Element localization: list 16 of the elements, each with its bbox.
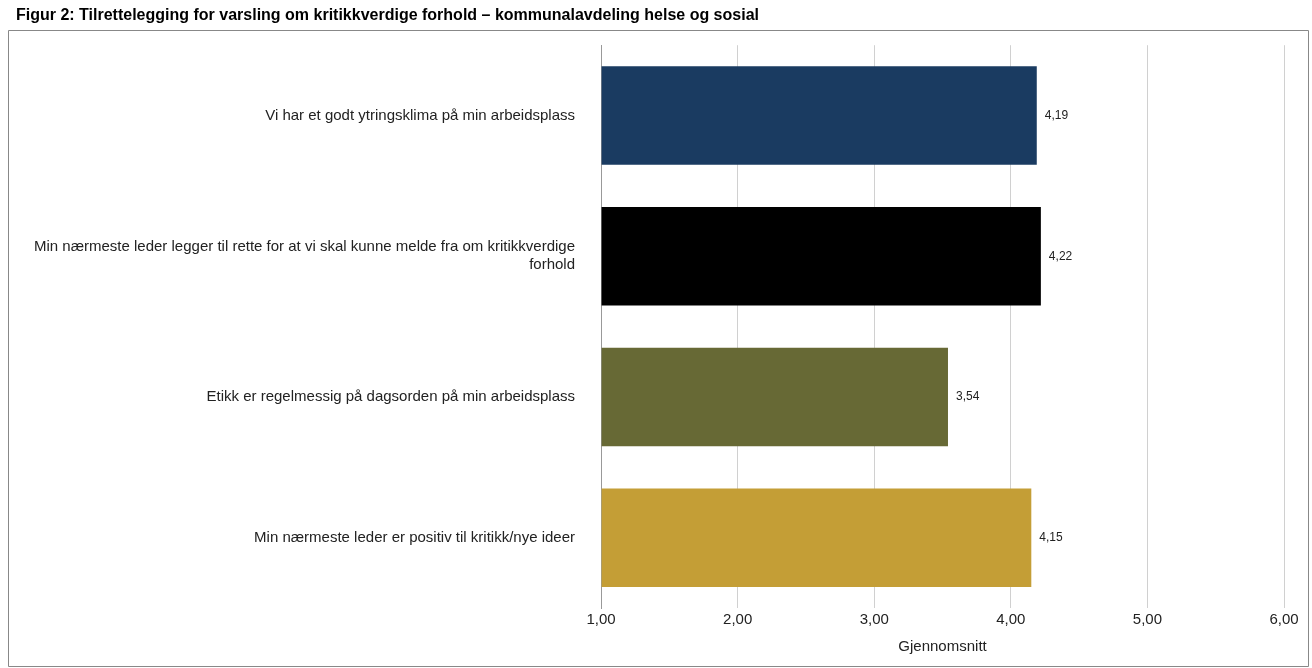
x-tick-label: 4,00 — [996, 610, 1026, 628]
x-tick-label: 1,00 — [586, 610, 616, 628]
data-label: 4,22 — [1048, 248, 1073, 263]
y-tick-label: Vi har et godt ytringsklima på min arbeidsplass — [265, 105, 576, 123]
x-axis-title: Gjennomsnitt — [898, 637, 988, 655]
x-tick-label: 2,00 — [723, 610, 753, 628]
data-label: 4,19 — [1044, 107, 1069, 122]
x-tick-label: 3,00 — [859, 610, 889, 628]
data-label: 4,15 — [1039, 529, 1063, 544]
x-tick-label: 6,00 — [1269, 610, 1299, 628]
y-tick-label: Min nærmeste leder legger til rette for at vi skal kunne melde fra om kritikkverdige forhold — [33, 237, 576, 273]
data-label: 3,54 — [955, 389, 980, 404]
y-tick-label: Etikk er regelmessig på dagsorden på min arbeidsplass — [206, 387, 576, 405]
text: Figur 2: Tilrettelegging for varsling om kritikkverdige forhold – kommunalavdeling helse og sosial — [16, 6, 759, 24]
x-tick-label: 5,00 — [1132, 610, 1163, 628]
y-tick-label: Min nærmeste leder er positiv til kritikk/nye ideer — [254, 527, 576, 545]
